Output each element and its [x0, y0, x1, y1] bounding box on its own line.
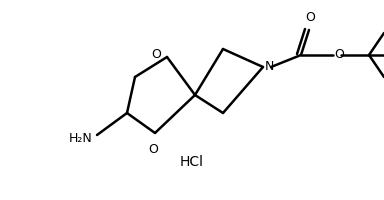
Text: H₂N: H₂N: [69, 132, 93, 144]
Text: HCl: HCl: [180, 155, 204, 169]
Text: O: O: [334, 47, 344, 60]
Text: O: O: [305, 11, 315, 24]
Text: O: O: [151, 48, 161, 62]
Text: N: N: [265, 60, 275, 73]
Text: O: O: [148, 143, 158, 156]
